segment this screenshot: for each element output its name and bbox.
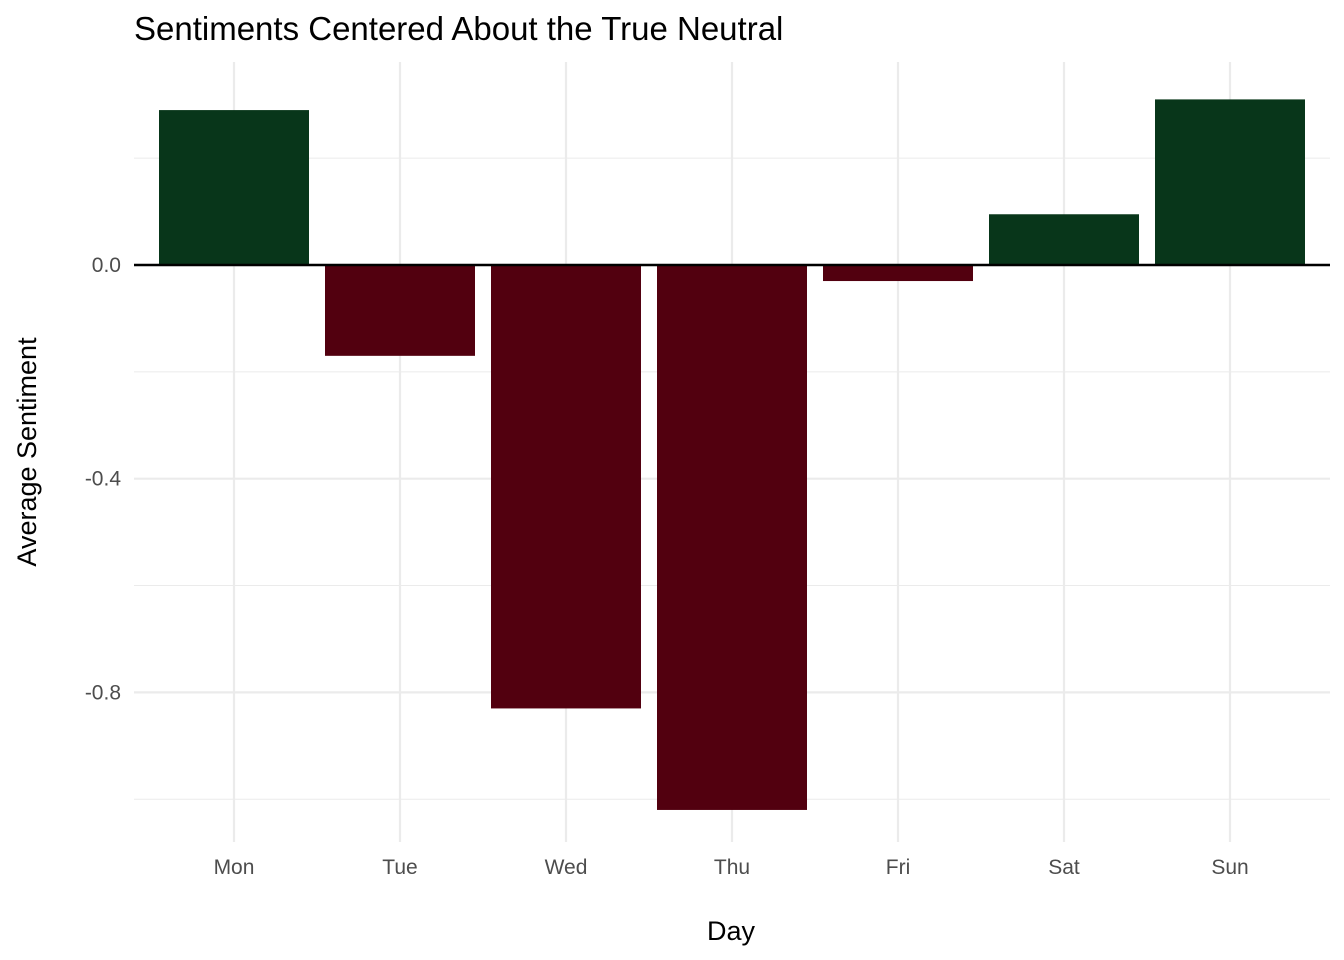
x-tick-label: Sat bbox=[1048, 856, 1080, 879]
bars bbox=[159, 99, 1305, 810]
bar-sat bbox=[989, 214, 1139, 266]
bar-mon bbox=[159, 110, 309, 266]
bar-wed bbox=[491, 265, 641, 709]
x-tick-label: Mon bbox=[214, 856, 255, 879]
y-tick-labels: 0.0 -0.4 -0.8 bbox=[85, 254, 122, 704]
x-tick-labels: Mon Tue Wed Thu Fri Sat Sun bbox=[214, 856, 1249, 879]
chart-title: Sentiments Centered About the True Neutr… bbox=[134, 10, 783, 47]
bar-sun bbox=[1155, 99, 1305, 266]
bar-thu bbox=[657, 265, 807, 810]
bar-fri bbox=[823, 265, 973, 282]
x-tick-label: Sun bbox=[1211, 856, 1248, 879]
bar-tue bbox=[325, 265, 475, 356]
y-tick-label: 0.0 bbox=[92, 254, 121, 277]
y-tick-label: -0.8 bbox=[85, 681, 121, 704]
x-tick-label: Thu bbox=[714, 856, 750, 879]
x-tick-label: Wed bbox=[545, 856, 588, 879]
x-tick-label: Tue bbox=[382, 856, 417, 879]
x-tick-label: Fri bbox=[886, 856, 911, 879]
y-tick-label: -0.4 bbox=[85, 468, 122, 491]
y-axis-title: Average Sentiment bbox=[12, 337, 42, 567]
x-axis-title: Day bbox=[707, 916, 756, 946]
